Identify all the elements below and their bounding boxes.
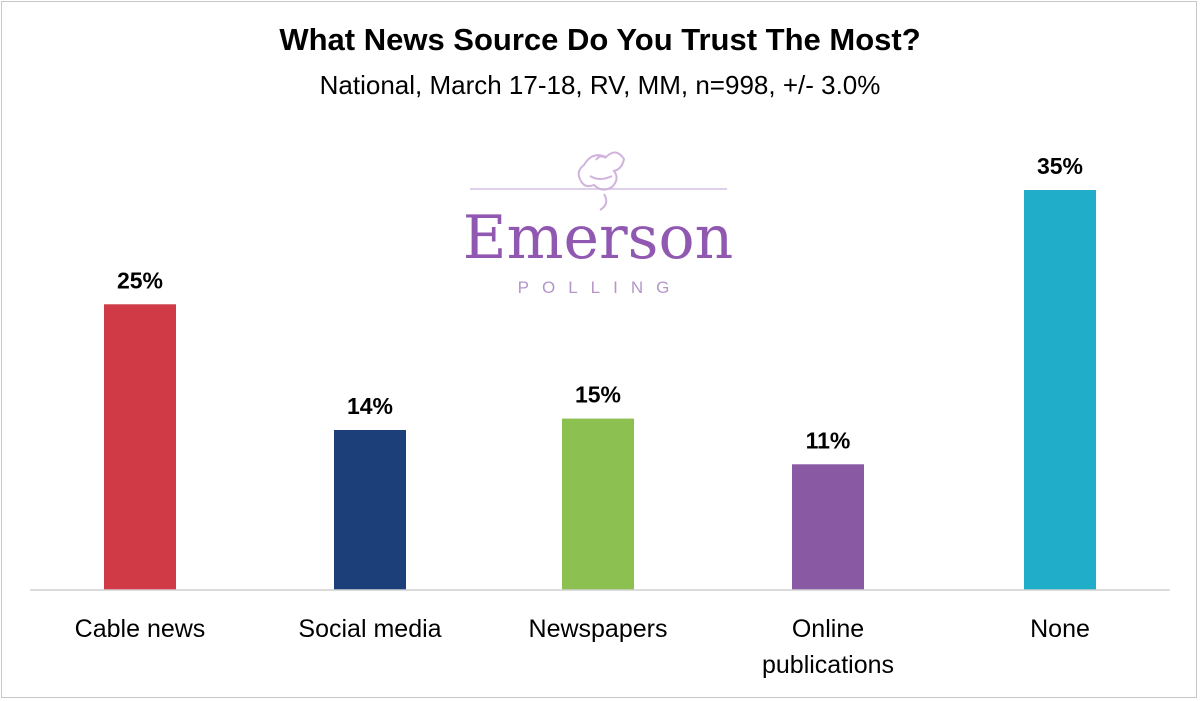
logo-tagline-text: POLLING xyxy=(518,278,683,297)
category-label: publications xyxy=(762,651,894,679)
bar-none xyxy=(1024,190,1096,590)
chart-subtitle: National, March 17-18, RV, MM, n=998, +/… xyxy=(319,70,881,100)
category-label: None xyxy=(1030,615,1090,643)
bar-newspapers xyxy=(562,418,634,590)
category-labels-group: Cable news Social media Newspapers Online pu… xyxy=(75,615,1090,679)
data-label: 35% xyxy=(1037,153,1083,179)
category-label: Online xyxy=(792,615,864,643)
category-label: Newspapers xyxy=(529,615,668,643)
emerson-polling-logo: Emerson POLLING xyxy=(463,151,733,297)
data-label: 25% xyxy=(117,267,163,293)
bar-online-publications xyxy=(792,464,864,590)
data-label: 14% xyxy=(347,393,393,419)
data-label: 15% xyxy=(575,382,621,408)
data-label: 11% xyxy=(806,427,851,453)
bar-cable-news xyxy=(104,304,176,590)
logo-brand-text: Emerson xyxy=(463,203,733,273)
value-labels-group: 25% 14% 15% 11% 35% xyxy=(117,153,1083,453)
bars-group xyxy=(104,190,1096,590)
chart-title: What News Source Do You Trust The Most? xyxy=(279,22,921,57)
category-label: Social media xyxy=(298,615,441,643)
category-label: Cable news xyxy=(75,615,206,643)
bar-social-media xyxy=(334,430,406,590)
lion-crest-icon xyxy=(577,151,626,211)
